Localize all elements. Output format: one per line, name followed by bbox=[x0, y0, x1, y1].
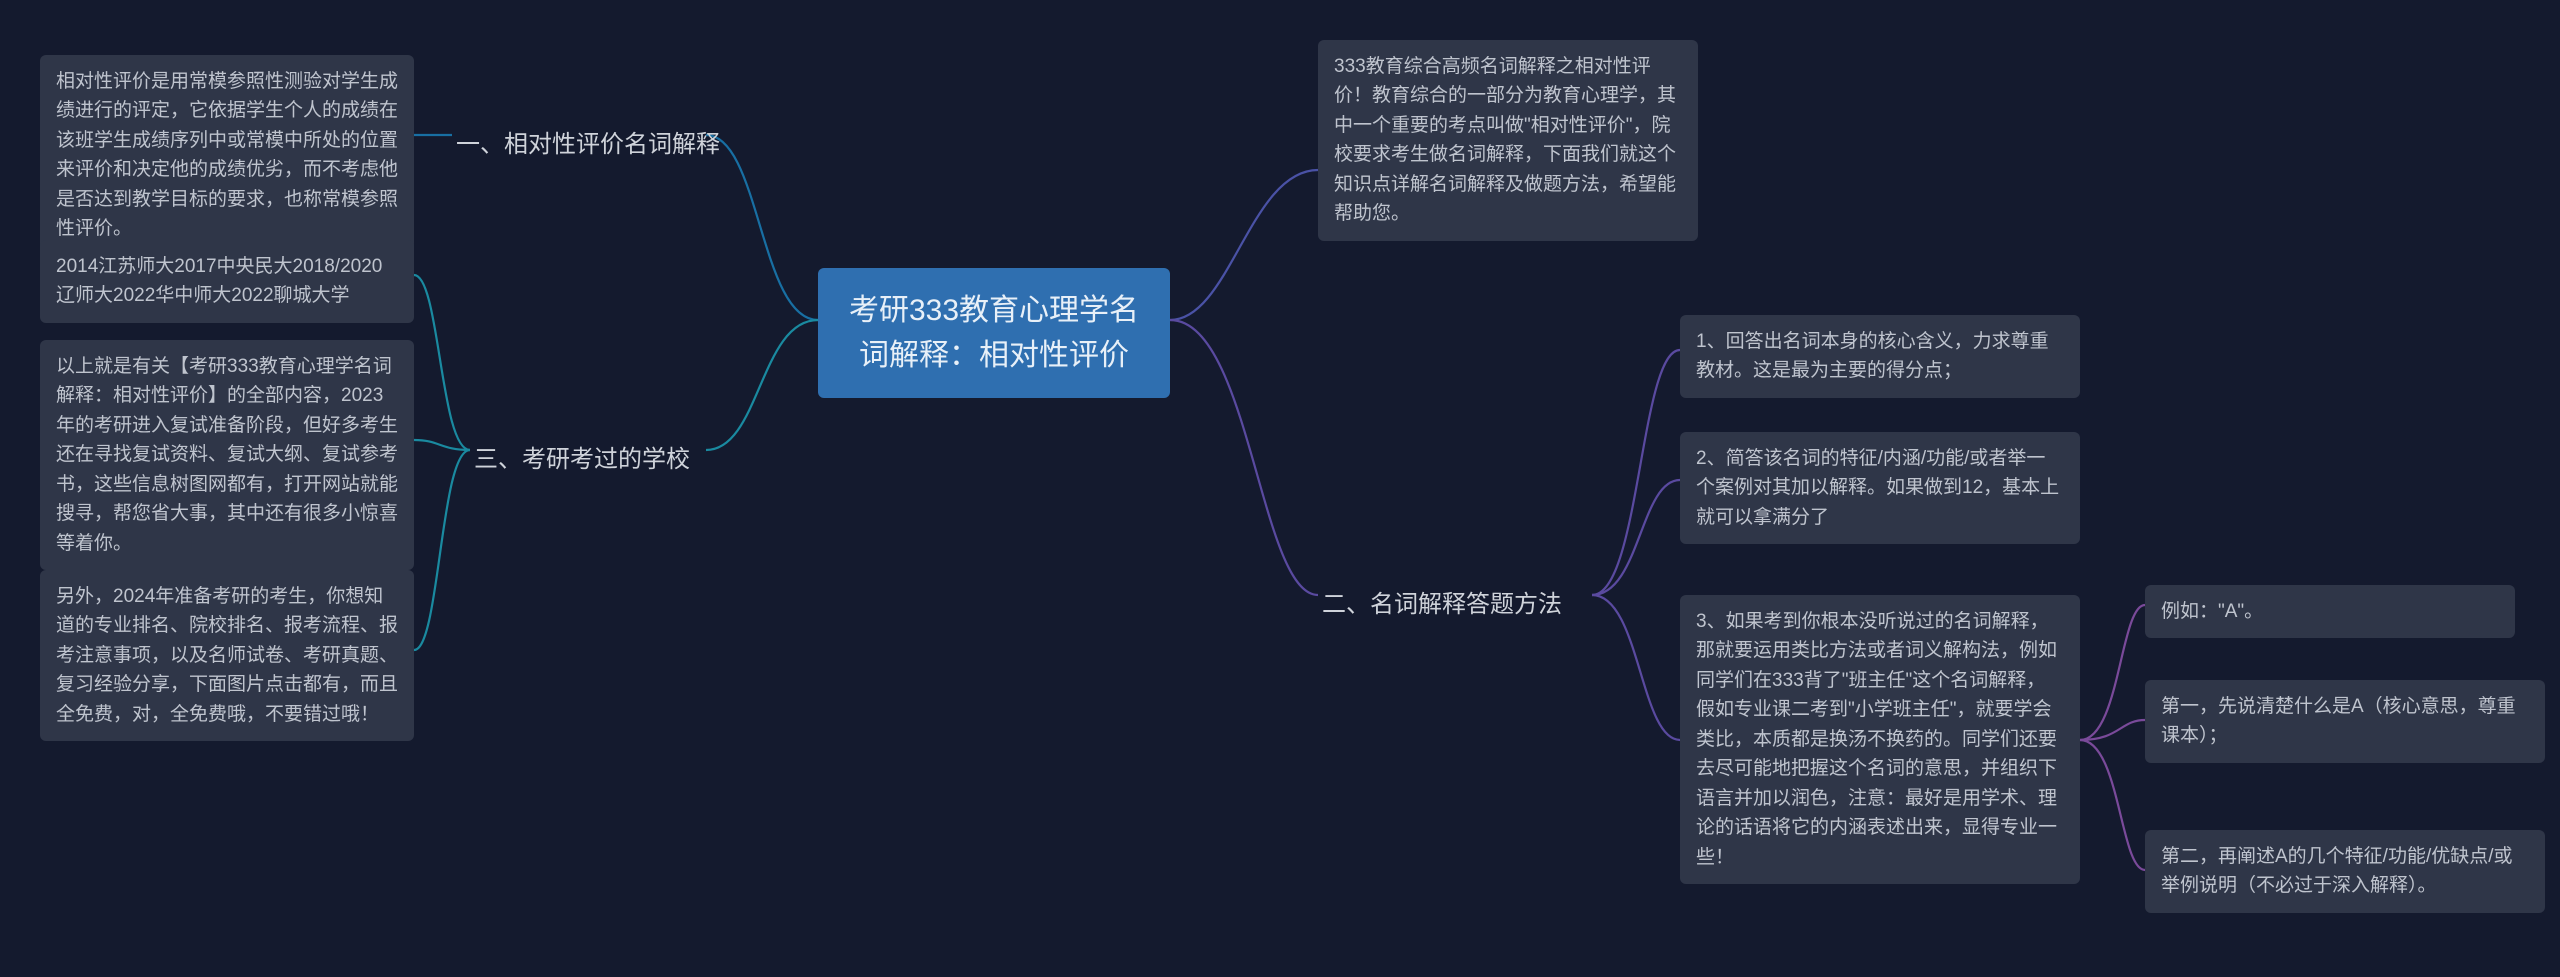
branch-3: 三、考研考过的学校 bbox=[470, 433, 694, 486]
right-intro-leaf: 333教育综合高频名词解释之相对性评价！教育综合的一部分为教育心理学，其中一个重… bbox=[1318, 40, 1698, 241]
branch-2-item-3: 3、如果考到你根本没听说过的名词解释，那就要运用类比方法或者词义解构法，例如同学… bbox=[1680, 595, 2080, 884]
branch-3-item-1: 2014江苏师大2017中央民大2018/2020辽师大2022华中师大2022… bbox=[40, 240, 414, 323]
branch-2-item-3-text: 3、如果考到你根本没听说过的名词解释，那就要运用类比方法或者词义解构法，例如同学… bbox=[1696, 611, 2057, 868]
branch-3-item-1-text: 2014江苏师大2017中央民大2018/2020辽师大2022华中师大2022… bbox=[56, 256, 382, 306]
branch-2-sub-3-text: 第二，再阐述A的几个特征/功能/优缺点/或举例说明（不必过于深入解释）。 bbox=[2161, 846, 2513, 896]
branch-3-item-2-text: 以上就是有关【考研333教育心理学名词解释：相对性评价】的全部内容，2023年的… bbox=[56, 356, 398, 554]
center-node: 考研333教育心理学名词解释：相对性评价 bbox=[818, 268, 1170, 398]
center-text: 考研333教育心理学名词解释：相对性评价 bbox=[849, 294, 1139, 372]
branch-1-leaf: 相对性评价是用常模参照性测验对学生成绩进行的评定，它依据学生个人的成绩在该班学生… bbox=[40, 55, 414, 256]
branch-2-sub-1: 例如："A"。 bbox=[2145, 585, 2515, 638]
branch-2-sub-2-text: 第一，先说清楚什么是A（核心意思，尊重课本）； bbox=[2161, 696, 2516, 746]
branch-1-leaf-text: 相对性评价是用常模参照性测验对学生成绩进行的评定，它依据学生个人的成绩在该班学生… bbox=[56, 71, 398, 239]
branch-2: 二、名词解释答题方法 bbox=[1318, 578, 1566, 631]
branch-2-item-2: 2、简答该名词的特征/内涵/功能/或者举一个案例对其加以解释。如果做到12，基本… bbox=[1680, 432, 2080, 544]
branch-2-item-2-text: 2、简答该名词的特征/内涵/功能/或者举一个案例对其加以解释。如果做到12，基本… bbox=[1696, 448, 2059, 528]
branch-2-item-1: 1、回答出名词本身的核心含义，力求尊重教材。这是最为主要的得分点； bbox=[1680, 315, 2080, 398]
branch-1-title: 一、相对性评价名词解释 bbox=[456, 131, 720, 158]
branch-3-item-3-text: 另外，2024年准备考研的考生，你想知道的专业排名、院校排名、报考流程、报考注意… bbox=[56, 586, 398, 725]
branch-3-item-3: 另外，2024年准备考研的考生，你想知道的专业排名、院校排名、报考流程、报考注意… bbox=[40, 570, 414, 741]
branch-2-sub-3: 第二，再阐述A的几个特征/功能/优缺点/或举例说明（不必过于深入解释）。 bbox=[2145, 830, 2545, 913]
branch-2-item-1-text: 1、回答出名词本身的核心含义，力求尊重教材。这是最为主要的得分点； bbox=[1696, 331, 2049, 381]
branch-2-title: 二、名词解释答题方法 bbox=[1322, 591, 1562, 618]
branch-1: 一、相对性评价名词解释 bbox=[452, 118, 724, 171]
branch-3-title: 三、考研考过的学校 bbox=[474, 446, 690, 473]
right-intro-text: 333教育综合高频名词解释之相对性评价！教育综合的一部分为教育心理学，其中一个重… bbox=[1334, 56, 1676, 224]
branch-2-sub-1-text: 例如："A"。 bbox=[2161, 601, 2263, 622]
branch-3-item-2: 以上就是有关【考研333教育心理学名词解释：相对性评价】的全部内容，2023年的… bbox=[40, 340, 414, 570]
branch-2-sub-2: 第一，先说清楚什么是A（核心意思，尊重课本）； bbox=[2145, 680, 2545, 763]
